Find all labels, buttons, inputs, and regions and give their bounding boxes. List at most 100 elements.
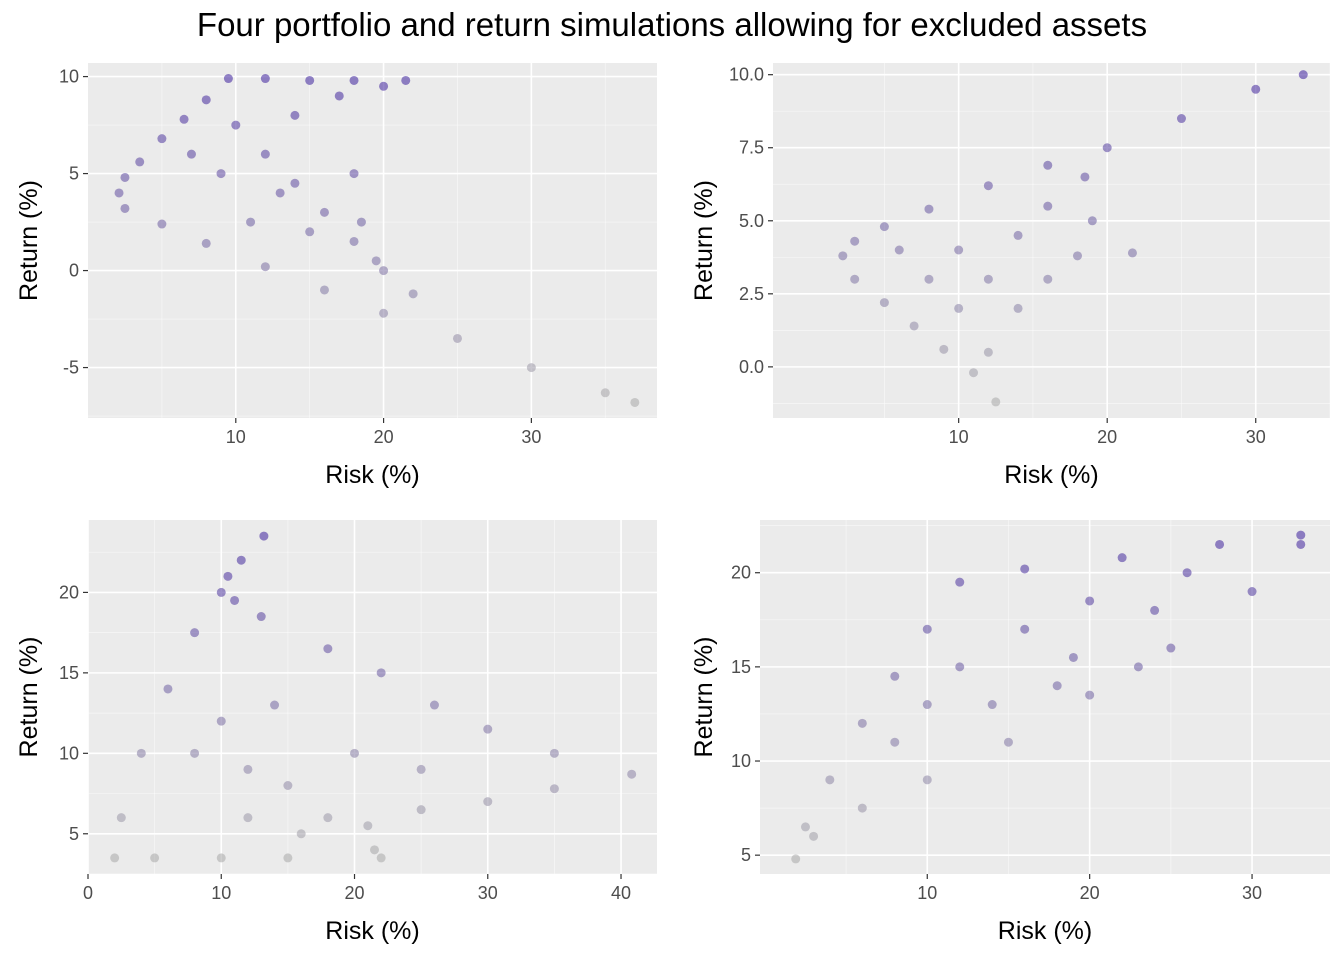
panel-background [760,520,1330,874]
data-point [955,577,965,587]
data-point [349,75,359,85]
data-point [230,595,240,605]
data-point [627,769,637,779]
data-point [305,75,315,85]
data-point [216,716,226,726]
y-tick-label: 0.0 [739,357,764,377]
data-point [259,531,269,541]
data-point [1043,160,1053,170]
data-point [120,172,130,182]
data-point [1247,587,1257,597]
x-axis-title: Risk (%) [325,461,419,489]
data-point [223,571,233,581]
data-point [600,388,610,398]
x-tick-label: 20 [374,427,394,447]
data-point [243,813,253,823]
data-point [1251,84,1261,94]
y-tick-label: 2.5 [739,284,764,304]
y-tick-label: 5 [69,824,79,844]
data-point [190,748,200,758]
data-point [356,217,366,227]
data-point [630,397,640,407]
data-point [260,262,270,272]
y-tick-label: 5.0 [739,211,764,231]
data-point [136,748,146,758]
data-point [260,149,270,159]
data-point [1166,643,1176,653]
x-tick-label: 0 [83,883,93,903]
data-point [283,853,293,863]
y-axis-title: Return (%) [15,180,43,301]
data-point [983,347,993,357]
x-tick-label: 20 [344,883,364,903]
data-point [1072,251,1082,261]
x-tick-label: 30 [1242,883,1262,903]
data-point [190,628,200,638]
data-point [857,718,867,728]
data-point [334,91,344,101]
data-point [1080,172,1090,182]
panel-background [88,520,657,874]
y-tick-label: 15 [59,663,79,683]
data-point [924,274,934,284]
panel-background [773,63,1330,418]
y-tick-label: -5 [63,358,79,378]
data-point [114,188,124,198]
data-point [319,285,329,295]
data-point [954,303,964,313]
data-point [290,178,300,188]
data-point [922,700,932,710]
panel-bottom-left: 0 10 20 30 40 5 10 15 20 Risk (%) Return (%) [15,520,657,945]
y-tick-label: 0 [69,261,79,281]
panel-background [88,63,657,418]
data-point [987,700,997,710]
y-tick-label: 15 [731,657,751,677]
data-point [157,219,167,229]
data-point [379,308,389,318]
x-tick-label: 40 [611,883,631,903]
data-point [922,624,932,634]
y-tick-label: 7.5 [739,138,764,158]
data-point [260,74,270,84]
data-point [256,612,266,622]
data-point [969,368,979,378]
data-point [850,236,860,246]
x-axis-title: Risk (%) [1004,461,1098,489]
y-tick-label: 20 [59,582,79,602]
data-point [800,822,810,832]
data-point [223,74,233,84]
y-tick-label: 10 [59,67,79,87]
data-point [379,81,389,91]
data-point [376,668,386,678]
x-tick-label: 10 [949,427,969,447]
data-point [955,662,965,672]
data-point [1020,624,1030,634]
data-point [1068,652,1078,662]
data-point [296,829,306,839]
data-point [922,775,932,785]
data-point [163,684,173,694]
x-tick-label: 30 [478,883,498,903]
y-tick-label: 10.0 [729,65,764,85]
data-point [1176,114,1186,124]
data-point [483,797,493,807]
data-point [110,853,120,863]
data-point [231,120,241,130]
data-point [116,813,126,823]
y-axis-title: Return (%) [690,180,718,301]
data-point [216,169,226,179]
x-tick-label: 10 [917,883,937,903]
data-point [809,831,819,841]
data-point [1013,303,1023,313]
y-tick-label: 20 [731,563,751,583]
data-point [408,289,418,299]
data-point [1020,564,1030,574]
data-point [549,784,559,794]
data-point [243,764,253,774]
data-point [939,344,949,354]
data-point [1087,216,1097,226]
panel-top-left: 10 20 30 -5 0 5 10 Risk (%) Return (%) [15,63,657,489]
data-point [416,805,426,815]
x-axis-title: Risk (%) [998,917,1092,945]
data-point [890,737,900,747]
